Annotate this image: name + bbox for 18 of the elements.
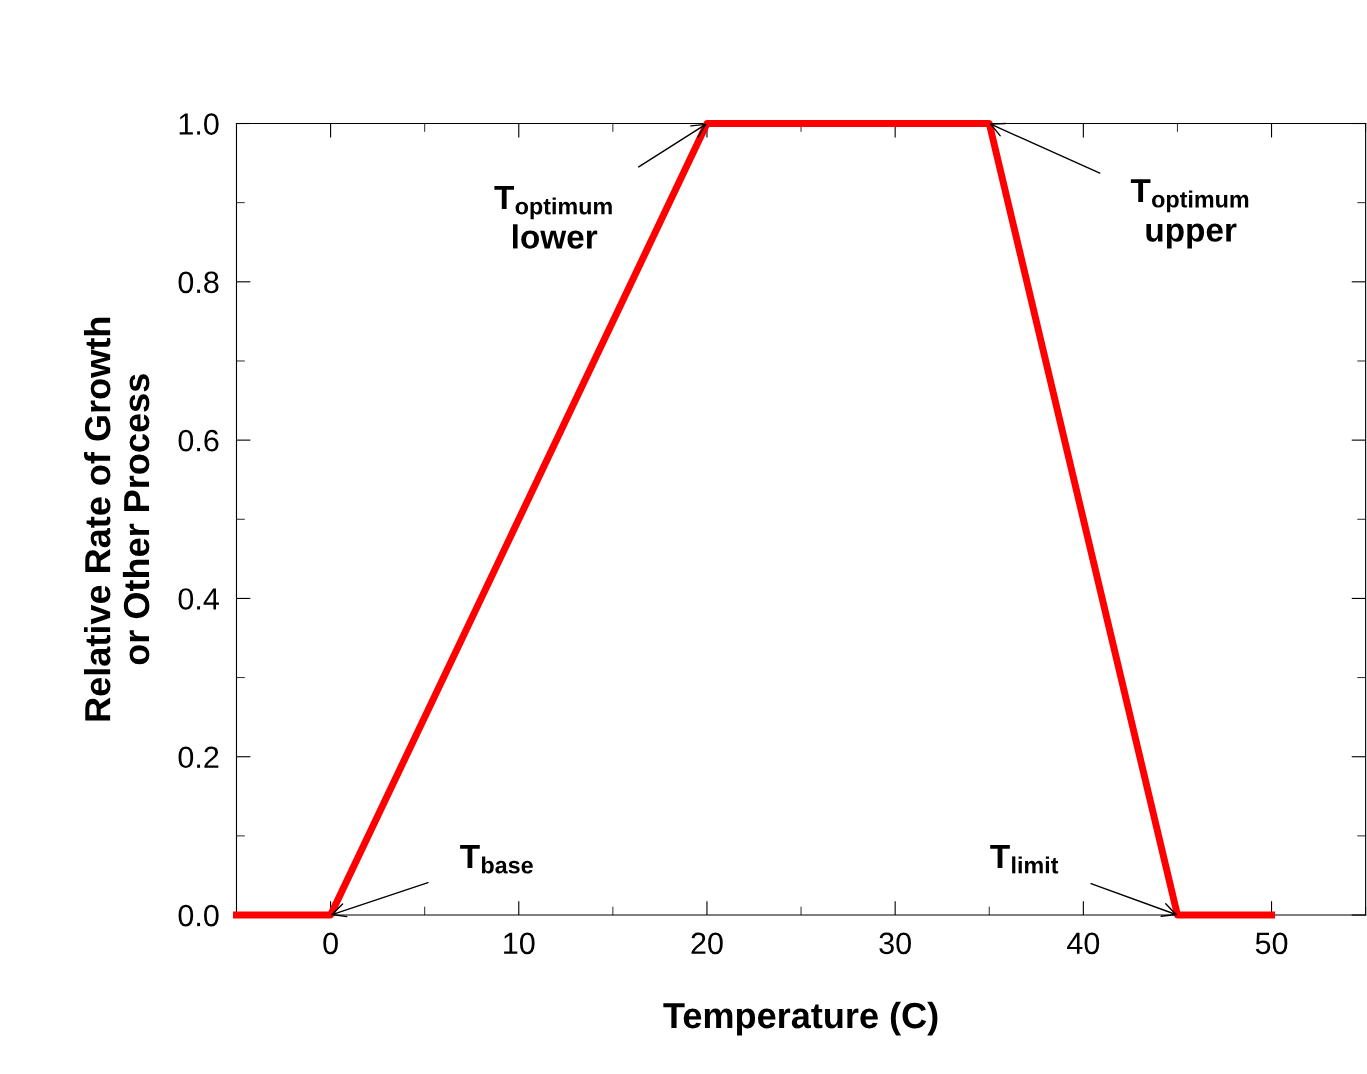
y-tick-label: 0.2	[178, 746, 219, 769]
annotation: T$_{base}$	[460, 845, 533, 874]
y-tick-label: 0.8	[178, 271, 219, 294]
y-tick-label: 1.0	[179, 113, 219, 135]
x-tick-label: 0	[323, 932, 338, 955]
x-tick-label: 30	[879, 932, 911, 955]
x-tick-label: 50	[1255, 932, 1288, 955]
annotation: T$_{optimum}$ lower	[494, 186, 612, 249]
y-tick-label: 0.4	[178, 588, 219, 610]
y-axis-title: Relative Rate of Growth or Other Process	[83, 317, 150, 721]
x-tick-label: 10	[504, 932, 535, 955]
annotation: T$_{limit}$	[990, 845, 1059, 874]
x-axis-title: Temperature (C)	[663, 1001, 938, 1036]
x-tick-label: 20	[691, 932, 723, 955]
annotation: T$_{optimum}$ upper	[1130, 179, 1249, 249]
x-tick-label: 40	[1067, 932, 1100, 955]
y-tick-label: 0.0	[178, 904, 219, 927]
y-tick-label: 0.6	[178, 429, 219, 452]
